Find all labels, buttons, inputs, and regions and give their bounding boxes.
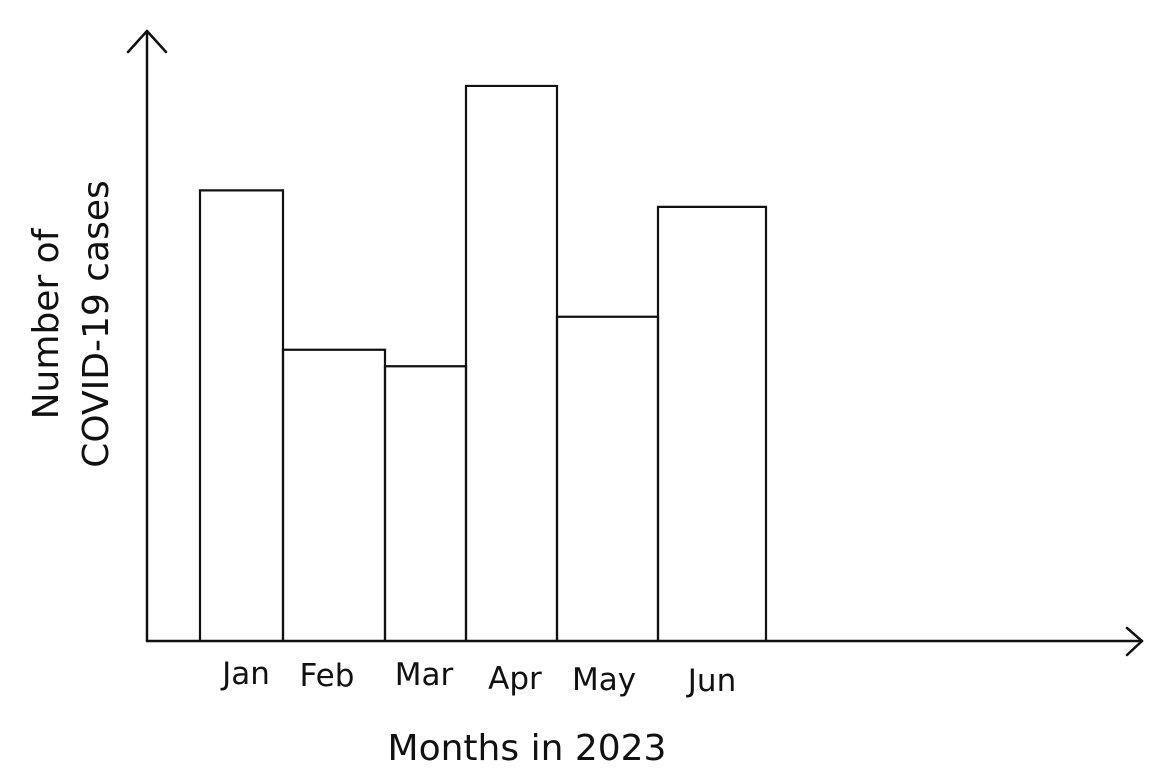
x-axis-title: Months in 2023 <box>388 728 667 769</box>
bar-mar <box>383 365 468 641</box>
x-tick-label-feb: Feb <box>300 658 355 694</box>
bar-jan <box>198 189 285 641</box>
x-axis-arrowhead <box>1125 626 1144 657</box>
y-axis-arrowhead <box>126 29 168 54</box>
x-tick-label-may: May <box>572 662 636 698</box>
bar-apr <box>464 84 559 641</box>
bars-group <box>198 84 768 641</box>
x-tick-label-jun: Jun <box>686 663 736 699</box>
bar-feb <box>281 348 387 641</box>
x-tick-label-apr: Apr <box>488 661 542 697</box>
x-tick-labels: Jan Feb Mar Apr May Jun <box>220 656 736 699</box>
bar-jun <box>656 205 768 641</box>
y-axis-title-line-1: Number of <box>26 227 67 419</box>
y-axis-title: Number of COVID-19 cases <box>26 180 117 468</box>
x-tick-label-mar: Mar <box>395 657 454 693</box>
x-tick-label-jan: Jan <box>220 656 270 692</box>
y-axis-title-line-2: COVID-19 cases <box>76 180 117 468</box>
bar-may <box>555 315 660 641</box>
